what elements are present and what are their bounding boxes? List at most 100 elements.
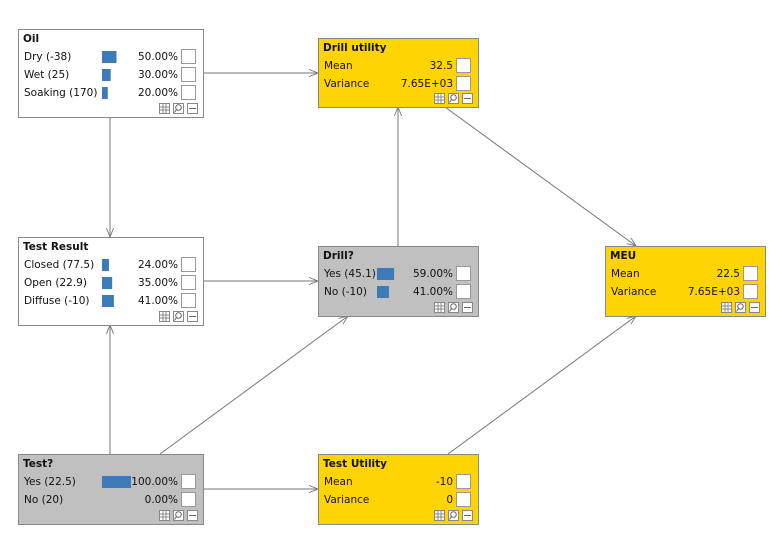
row-value: 7.65E+03 <box>401 78 453 90</box>
icon-zoom <box>450 303 457 310</box>
row-label: Closed (77.5) <box>24 259 94 271</box>
toolbar-icon[interactable] <box>173 311 184 322</box>
evidence-checkbox <box>456 266 471 281</box>
toolbar-icon[interactable] <box>173 103 184 114</box>
node: Test Result Closed (77.5) 24.00% Open (22.9… <box>18 237 204 326</box>
icon-grid <box>435 303 444 312</box>
toolbar-icon[interactable] <box>434 302 445 313</box>
node: Test? Yes (22.5) 100.00% No (20) 0.00% <box>18 454 204 525</box>
node-title: MEU <box>610 250 636 262</box>
icon-zoom <box>175 511 182 518</box>
row-value: 59.00% <box>413 268 453 280</box>
probability-bar <box>377 286 389 298</box>
edges <box>110 73 636 489</box>
toolbar-icon[interactable] <box>159 311 170 322</box>
evidence-checkbox <box>743 284 758 299</box>
row-value: 20.00% <box>138 87 178 99</box>
node-toolbar <box>434 93 473 104</box>
node-box <box>18 29 204 118</box>
icon-zoom <box>450 94 457 101</box>
evidence-checkbox <box>181 49 196 64</box>
node-toolbar <box>159 510 198 521</box>
toolbar-icon[interactable] <box>448 93 459 104</box>
icon-zoom <box>737 303 744 310</box>
node-box <box>18 454 204 525</box>
evidence-checkbox <box>743 266 758 281</box>
row-label: No (20) <box>24 494 63 506</box>
icon-zoom <box>175 312 182 319</box>
toolbar-icon[interactable] <box>448 302 459 313</box>
evidence-checkbox <box>456 284 471 299</box>
row-label: Mean <box>324 476 353 488</box>
node-toolbar <box>721 302 760 313</box>
toolbar-icon[interactable] <box>173 510 184 521</box>
toolbar-icon[interactable] <box>434 93 445 104</box>
node-title: Oil <box>23 33 39 45</box>
row-label: Yes (22.5) <box>23 476 76 488</box>
evidence-checkbox <box>181 492 196 507</box>
icon-zoom-handle <box>736 308 739 312</box>
node: Drill? Yes (45.1) 59.00% No (-10) 41.00% <box>318 246 479 317</box>
probability-bar <box>102 259 109 271</box>
row-value: 0.00% <box>145 494 178 506</box>
row-value: 41.00% <box>413 286 453 298</box>
evidence-checkbox <box>181 67 196 82</box>
evidence-checkbox <box>181 293 196 308</box>
evidence-checkbox <box>456 58 471 73</box>
row-value: 22.5 <box>717 268 740 280</box>
row-value: -10 <box>436 476 453 488</box>
probability-bar <box>102 69 111 81</box>
node-title: Drill? <box>323 250 354 262</box>
evidence-checkbox <box>456 492 471 507</box>
row-label: Variance <box>324 494 369 506</box>
row-label: Open (22.9) <box>24 277 87 289</box>
icon-grid <box>435 94 444 103</box>
probability-bar <box>102 87 108 99</box>
row-label: Soaking (170) <box>24 87 97 99</box>
evidence-checkbox <box>181 257 196 272</box>
row-label: Dry (-38) <box>24 51 71 63</box>
toolbar-icon[interactable] <box>721 302 732 313</box>
row-label: Variance <box>324 78 369 90</box>
probability-bar <box>102 295 114 307</box>
node: MEU Mean 22.5 Variance 7.65E+03 <box>605 246 766 317</box>
row-value: 30.00% <box>138 69 178 81</box>
evidence-checkbox <box>181 85 196 100</box>
node-toolbar <box>434 302 473 313</box>
icon-zoom-handle <box>174 317 177 321</box>
icon-grid <box>722 303 731 312</box>
row-value: 35.00% <box>138 277 178 289</box>
probability-bar <box>377 268 395 280</box>
edge <box>444 106 636 246</box>
evidence-checkbox <box>181 474 196 489</box>
row-value: 24.00% <box>138 259 178 271</box>
node-toolbar <box>159 103 198 114</box>
icon-zoom-handle <box>174 516 177 520</box>
toolbar-icon[interactable] <box>735 302 746 313</box>
probability-bar <box>102 476 131 488</box>
probability-bar <box>102 51 117 63</box>
row-label: Diffuse (-10) <box>24 295 90 307</box>
icon-zoom <box>450 511 457 518</box>
toolbar-icon[interactable] <box>434 510 445 521</box>
node: Drill utility Mean 32.5 Variance 7.65E+03 <box>318 38 479 108</box>
icon-grid <box>160 104 169 113</box>
icon-grid <box>435 511 444 520</box>
icon-zoom <box>175 104 182 111</box>
row-label: Mean <box>324 60 353 72</box>
row-label: Yes (45.1) <box>323 268 376 280</box>
node-title: Test? <box>23 458 53 470</box>
toolbar-icon[interactable] <box>448 510 459 521</box>
icon-zoom-handle <box>449 99 452 103</box>
node-toolbar <box>434 510 473 521</box>
evidence-checkbox <box>456 474 471 489</box>
probability-bar <box>102 277 113 289</box>
node: Oil Dry (-38) 50.00% Wet (25) 30.00% Soaking … <box>18 29 204 118</box>
icon-zoom-handle <box>449 308 452 312</box>
toolbar-icon[interactable] <box>159 510 170 521</box>
toolbar-icon[interactable] <box>159 103 170 114</box>
row-value: 50.00% <box>138 51 178 63</box>
row-value: 100.00% <box>131 476 178 488</box>
row-label: No (-10) <box>324 286 367 298</box>
